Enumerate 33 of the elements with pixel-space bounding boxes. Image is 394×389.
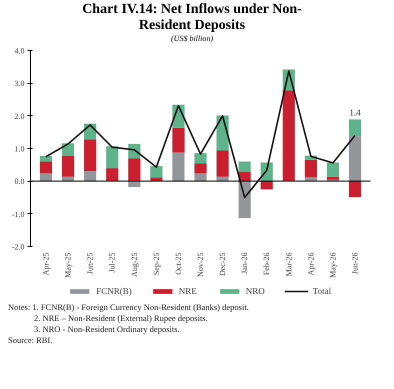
y-tick-label: 1.0 [14,144,24,154]
y-tick-label: 0.0 [14,177,24,186]
x-tick-label: May-25 [64,252,73,278]
x-tick-label: Oct-25 [174,252,183,275]
x-tick-label: Jan-26 [240,252,250,274]
legend-label: FCNR(B) [96,286,132,296]
x-tick-label: Aug-25 [130,252,139,277]
chart-title: Chart IV.14: Net Inflows under Non-Resident Deposits [82,2,302,34]
x-tick-label: Mar-26 [284,252,294,276]
y-tick-label: 4.0 [14,46,24,56]
legend-label: NRE [178,286,198,296]
x-tick-label: Jun-25 [86,252,95,274]
chart-subtitle: (US$ billion) [170,34,214,44]
x-tick-label: Apr-25 [41,252,50,276]
x-tick-label: Jul-25 [108,252,117,272]
x-tick-label: Dec-25 [218,252,228,276]
text: Notes: 1. FCNR(B) - Foreign Currency Non-Resident (Banks) deposit. [8,302,249,313]
y-tick-label: -1.0 [12,210,25,219]
x-tick-label: Jun-26 [350,252,360,274]
x-tick-label: Feb-26 [262,252,272,276]
text: 3. NRO - Non-Resident Ordinary deposits. [33,324,181,335]
x-tick-label: Nov-25 [196,252,205,277]
x-tick-label: May-26 [328,252,338,278]
y-tick-label: -2.0 [12,242,25,252]
legend-label: NRO [246,286,266,296]
legend-label: Total [312,286,332,296]
data-label: 1.4 [349,107,362,118]
y-tick-label: 3.0 [14,79,24,88]
x-tick-label: Sep-25 [152,252,161,276]
x-tick-label: Apr-26 [306,252,316,276]
text: 2. NRE – Non-Resident (External) Rupee deposits. [33,313,209,324]
y-tick-label: 2.0 [14,112,24,121]
source-note: Source: RBI. [8,335,54,346]
